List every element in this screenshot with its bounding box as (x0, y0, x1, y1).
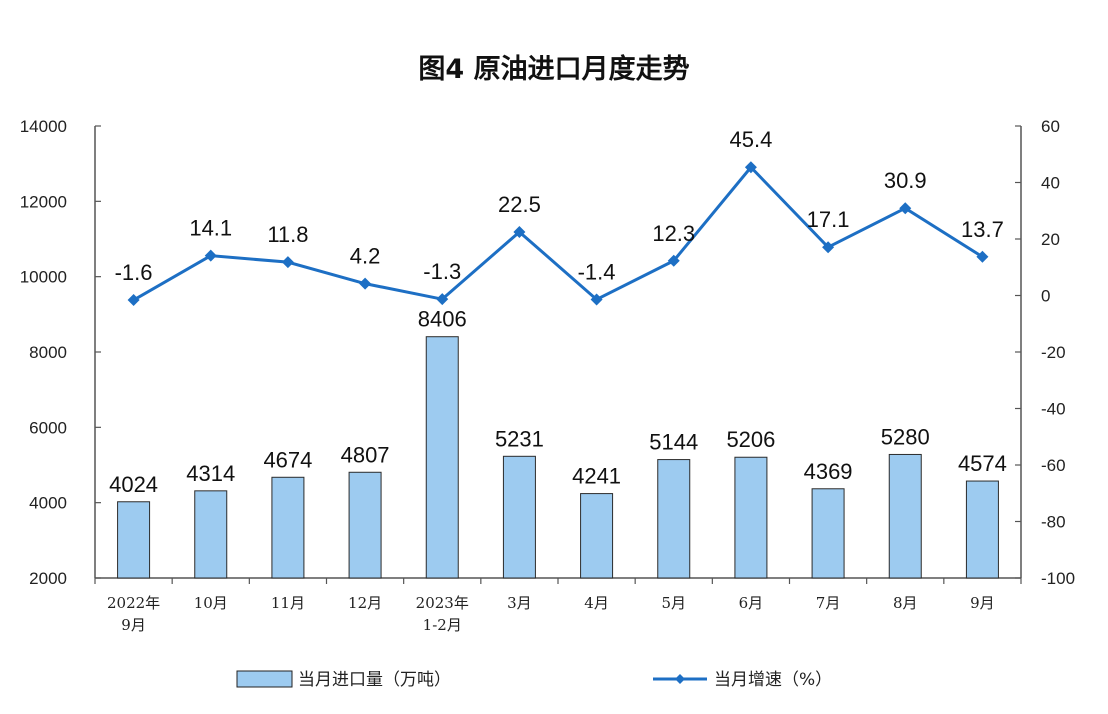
bar (888, 453, 922, 579)
line-labels: -1.6 14.1 11.8 4.2 -1.3 22.5 -1.4 12.3 45.4 17.1 3… (115, 127, 1004, 285)
y-right-tick-label: -100 (1041, 569, 1075, 588)
axes: 2000 4000 6000 8000 10000 12000 14000 -100 -80 -6… (20, 117, 1075, 634)
growth-value-label: -1.6 (115, 260, 153, 285)
growth-line-marker (281, 256, 294, 269)
growth-value-label: 12.3 (652, 221, 695, 246)
growth-value-label: -1.4 (578, 259, 616, 284)
x-category-label: 2023年 1-2月 (416, 594, 469, 634)
growth-value-label: 14.1 (189, 216, 232, 241)
bar (657, 459, 691, 579)
legend-line-marker (675, 674, 685, 684)
bar-value-label: 4241 (572, 464, 621, 489)
x-category-label: 5月 (661, 594, 686, 612)
bar (502, 455, 536, 579)
bar-value-label: 4024 (109, 472, 158, 497)
y-right-tick-label: -20 (1041, 343, 1066, 362)
growth-line-marker (744, 161, 757, 174)
y-right-tick-label: -80 (1041, 513, 1066, 532)
bar (965, 480, 999, 579)
bar-value-label: 4369 (804, 459, 853, 484)
growth-line-path (132, 164, 984, 302)
growth-line-marker (976, 250, 989, 263)
legend-bar-swatch (236, 670, 293, 688)
bar (117, 501, 151, 579)
growth-line-marker (204, 249, 217, 262)
growth-line-marker (899, 202, 912, 215)
y-right-tick-label: -40 (1041, 400, 1066, 419)
growth-value-label: 30.9 (884, 168, 927, 193)
bar (348, 471, 382, 579)
growth-line-marker (127, 294, 140, 307)
y-right-tick-label: 0 (1041, 287, 1050, 306)
growth-line-marker (822, 241, 835, 254)
bar-value-label: 8406 (418, 307, 467, 332)
legend: 当月进口量（万吨） 当月增速（%） (236, 670, 832, 690)
bar (580, 493, 614, 579)
growth-value-label: -1.3 (423, 259, 461, 284)
growth-line-marker (590, 293, 603, 306)
growth-line-marker (513, 225, 526, 238)
bar-value-label: 5144 (649, 430, 698, 455)
x-category-label: 9月 (970, 594, 995, 612)
bar (811, 488, 845, 579)
y-right-tick-label: 40 (1041, 174, 1060, 193)
bar (194, 490, 228, 579)
x-category-label: 11月 (271, 594, 305, 612)
y-left-tick-label: 4000 (29, 494, 67, 513)
bar-value-label: 5231 (495, 426, 544, 451)
growth-line-marker (667, 254, 680, 267)
growth-value-label: 11.8 (267, 222, 308, 247)
x-category-label: 4月 (584, 594, 609, 612)
x-category-label: 8月 (893, 594, 918, 612)
growth-value-label: 17.1 (807, 207, 850, 232)
bars (117, 336, 999, 579)
y-left-tick-label: 6000 (29, 418, 67, 437)
bar (271, 476, 305, 579)
x-category-label: 2022年 9月 (107, 594, 160, 634)
bar-value-label: 5280 (881, 424, 930, 449)
x-category-label: 6月 (739, 594, 764, 612)
bar-value-label: 4807 (341, 442, 390, 467)
y-left-tick-label: 12000 (20, 192, 67, 211)
growth-value-label: 22.5 (498, 192, 541, 217)
growth-value-label: 4.2 (350, 244, 381, 269)
chart-title: 图4 原油进口月度走势 (418, 53, 689, 85)
x-category-label: 10月 (194, 594, 228, 612)
growth-line-marker (359, 277, 372, 290)
growth-value-label: 45.4 (730, 127, 773, 152)
y-left-tick-label: 8000 (29, 343, 67, 362)
growth-line-marker (436, 293, 449, 306)
bar-value-label: 4574 (958, 451, 1007, 476)
x-category-label: 7月 (816, 594, 841, 612)
y-left-tick-label: 14000 (20, 117, 67, 136)
growth-line (127, 161, 989, 307)
y-left-tick-label: 2000 (29, 569, 67, 588)
bar-value-label: 5206 (726, 427, 775, 452)
growth-value-label: 13.7 (961, 217, 1004, 242)
bar-value-label: 4674 (263, 447, 312, 472)
y-left-tick-label: 10000 (20, 268, 67, 287)
x-category-label: 12月 (348, 594, 382, 612)
bar-value-label: 4314 (186, 461, 235, 486)
y-right-tick-label: 20 (1041, 230, 1060, 249)
legend-bar-label: 当月进口量（万吨） (298, 670, 451, 690)
x-category-label: 3月 (507, 594, 532, 612)
y-right-tick-label: 60 (1041, 117, 1060, 136)
bar (734, 456, 768, 579)
bar-labels: 4024 4314 4674 4807 8406 5231 4241 5144 5206 4369… (109, 307, 1007, 497)
bar (425, 336, 459, 579)
y-right-tick-label: -60 (1041, 456, 1066, 475)
legend-line-label: 当月增速（%） (714, 670, 832, 690)
